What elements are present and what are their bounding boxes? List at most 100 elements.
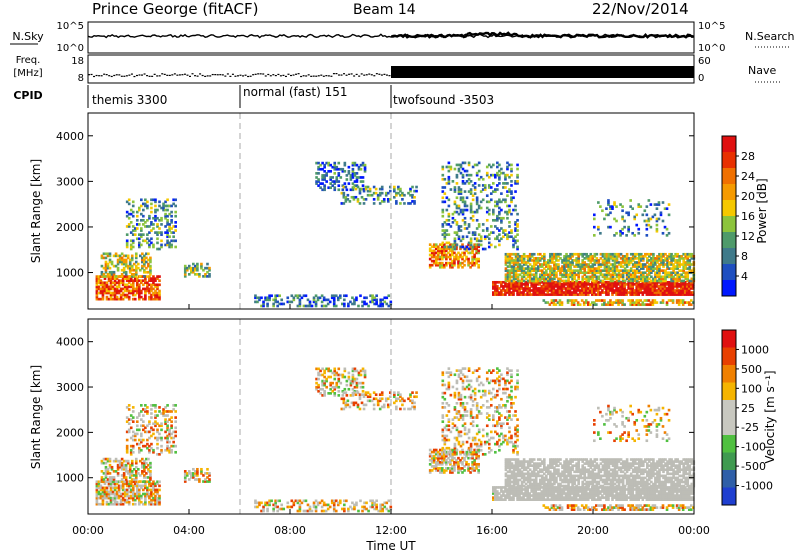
power-cell <box>680 254 683 258</box>
freq-bar <box>507 66 511 78</box>
power-cell <box>563 275 566 279</box>
freq-dot <box>343 73 346 75</box>
power-cell <box>671 299 675 302</box>
power-cell <box>117 289 121 293</box>
power-cell <box>397 187 400 191</box>
power-cell <box>473 237 477 241</box>
power-cell <box>663 280 667 284</box>
power-cell <box>150 206 153 210</box>
power-cell <box>496 235 499 239</box>
power-cell <box>125 293 129 297</box>
velocity-cell <box>447 467 450 470</box>
power-cell <box>593 275 597 279</box>
velocity-cell <box>149 470 152 473</box>
power-cell <box>560 293 564 296</box>
power-cell <box>589 254 593 258</box>
velocity-cell <box>174 434 177 438</box>
power-cell <box>526 275 530 279</box>
power-cell <box>500 237 503 241</box>
power-cell <box>668 273 671 277</box>
power-cell <box>97 275 101 278</box>
freq-dot <box>231 73 234 75</box>
velocity-cell <box>280 503 284 507</box>
freq-dot <box>135 74 138 77</box>
power-cell <box>653 203 657 206</box>
power-cell <box>665 287 669 290</box>
power-cell <box>663 283 667 286</box>
power-cell <box>635 289 639 292</box>
power-cell <box>445 263 448 267</box>
velocity-cell <box>403 407 406 411</box>
power-cell <box>631 280 634 284</box>
power-cell <box>115 281 119 285</box>
velocity-cell <box>438 462 442 466</box>
power-cell <box>621 285 624 288</box>
velocity-cell <box>129 490 133 494</box>
power-cell <box>366 193 370 197</box>
power-cell <box>690 254 694 258</box>
velocity-cell <box>436 467 440 470</box>
power-cell <box>447 161 451 165</box>
velocity-cell <box>344 403 348 407</box>
power-cell <box>467 251 470 255</box>
power-cell <box>621 293 624 296</box>
power-cell <box>666 263 669 266</box>
power-cell <box>432 255 436 259</box>
power-cell <box>528 267 532 270</box>
velocity-cell <box>174 420 177 423</box>
power-cell <box>111 287 115 291</box>
power-cell <box>641 271 645 275</box>
power-cell <box>95 293 99 297</box>
velocity-cell <box>158 432 161 436</box>
power-cell <box>139 275 142 278</box>
freq-bar <box>512 66 516 78</box>
power-cell <box>154 208 157 212</box>
freq-dot <box>219 74 222 76</box>
velocity-cell <box>115 482 119 486</box>
power-cell <box>609 225 612 229</box>
y-tick-label: 3000 <box>56 175 84 188</box>
velocity-cell <box>357 371 361 375</box>
power-cell <box>580 285 584 288</box>
velocity-cell <box>328 505 332 509</box>
velocity-cell <box>382 405 386 409</box>
power-cell <box>508 293 511 296</box>
power-cell <box>635 280 639 284</box>
power-cell <box>156 223 159 226</box>
power-cell <box>670 279 673 283</box>
velocity-cell <box>312 503 316 507</box>
velocity-cell <box>200 467 203 471</box>
power-cell <box>296 294 300 298</box>
freq-bar <box>418 66 422 78</box>
power-cell <box>95 297 99 301</box>
velocity-cell <box>364 403 368 407</box>
power-cell <box>676 263 679 266</box>
velocity-cell <box>387 499 391 503</box>
power-cell <box>99 289 103 293</box>
power-cell <box>110 272 114 276</box>
power-cell <box>135 283 139 287</box>
power-cell <box>154 293 157 297</box>
velocity-cell <box>372 403 376 407</box>
velocity-cell <box>389 505 393 509</box>
power-cell <box>99 283 103 287</box>
power-cell <box>639 271 643 275</box>
power-cell <box>481 223 485 226</box>
power-cell <box>673 283 677 286</box>
power-cell <box>453 241 457 245</box>
power-cell <box>625 234 628 237</box>
power-cell <box>443 243 446 247</box>
velocity-cell <box>397 393 400 397</box>
power-cell <box>613 291 616 294</box>
velocity-cell <box>156 438 159 442</box>
velocity-cell <box>160 448 163 452</box>
power-cell <box>504 200 507 204</box>
power-cell <box>559 271 562 275</box>
power-cell <box>467 190 471 193</box>
power-cell <box>479 175 483 179</box>
power-cell <box>536 291 540 294</box>
velocity-cell <box>337 377 341 381</box>
power-cell <box>625 261 629 264</box>
power-cell <box>678 273 681 277</box>
power-cell <box>687 293 691 296</box>
